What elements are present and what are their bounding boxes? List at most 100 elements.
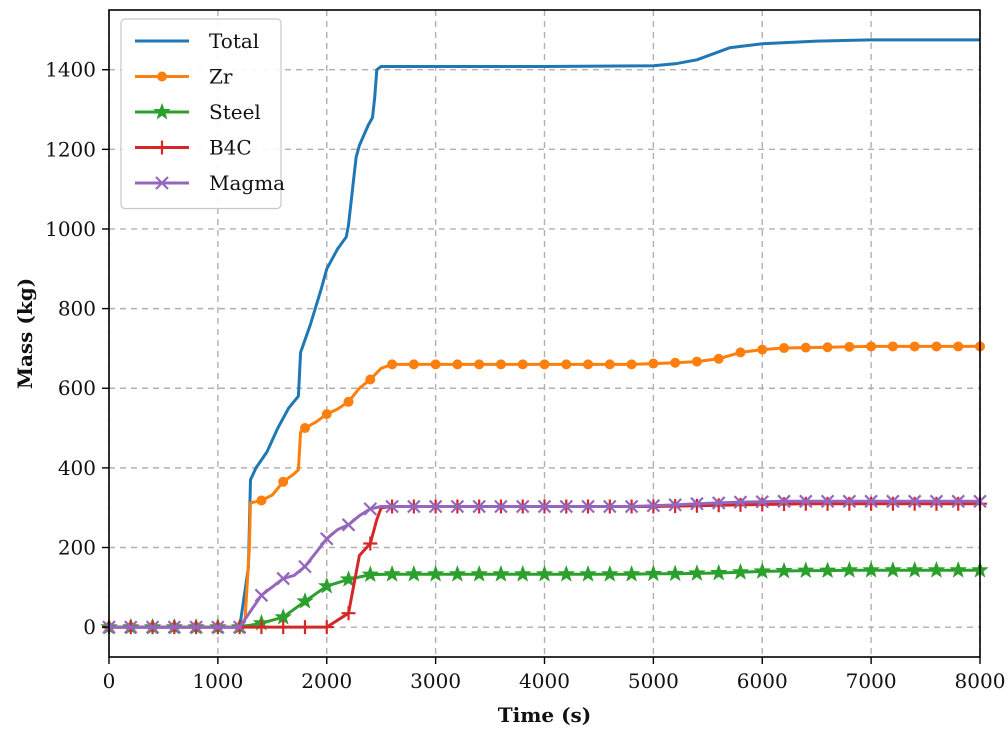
data-point-magma-5400 [690,496,704,511]
legend-marker-b4c [155,140,169,155]
y-tick-label-1400: 1400 [45,58,96,82]
data-point-magma-6800 [842,494,857,509]
legend-box [120,18,282,210]
series-line-zr [109,344,980,629]
data-point-magma-2800 [407,499,421,514]
data-point-magma-5600 [711,496,726,510]
data-point-steel-5000 [644,564,663,582]
data-point-steel-7600 [927,561,946,578]
data-point-steel-3800 [513,565,532,582]
legend-label-zr: Zr [209,65,233,89]
data-point-zr-6600 [822,342,833,353]
data-point-b4c-1600 [276,620,291,635]
y-axis-label: Mass (kg) [13,278,37,389]
data-point-zr-2400 [365,374,376,385]
data-point-steel-5600 [709,563,728,581]
data-point-magma-6000 [755,494,770,509]
x-axis-label: Time (s) [498,703,592,727]
data-point-steel-5400 [688,564,706,581]
data-point-b4c-7000 [864,496,879,511]
data-point-magma-3800 [515,499,530,514]
legend-item-b4c: B4C [135,136,252,160]
data-point-b4c-6600 [820,496,835,511]
data-point-steel-7000 [862,561,880,578]
legend-marker-zr [157,71,167,82]
data-point-zr-7200 [887,341,898,352]
data-point-magma-6600 [820,494,835,509]
data-point-zr-7000 [866,341,877,352]
data-point-magma-2400 [363,502,378,516]
data-point-magma-5000 [646,498,661,513]
data-point-steel-4800 [622,565,641,582]
data-point-zr-2800 [408,359,419,370]
data-point-b4c-5800 [733,497,748,512]
data-point-magma-3200 [450,499,465,514]
data-point-zr-5800 [735,347,746,358]
x-tick-label-7000: 7000 [846,669,897,693]
y-tick-label-0: 0 [83,615,96,639]
data-point-magma-2600 [385,499,399,514]
data-point-zr-7600 [931,341,942,352]
data-point-zr-3200 [452,359,463,370]
data-point-magma-7400 [907,494,922,509]
data-point-zr-6000 [757,344,768,355]
data-point-steel-4200 [557,565,576,582]
data-point-magma-3000 [428,499,443,514]
data-point-steel-2400 [361,565,380,583]
data-point-zr-6400 [800,342,811,353]
data-point-steel-4400 [579,565,597,582]
data-point-b4c-6200 [777,497,792,512]
data-point-zr-2600 [387,359,398,370]
x-tick-label-5000: 5000 [628,669,679,693]
data-point-magma-2000 [319,531,334,546]
data-point-steel-6800 [840,561,859,578]
data-point-zr-3000 [430,359,441,370]
data-point-magma-800 [189,620,203,634]
data-point-b4c-6000 [755,497,770,512]
data-point-zr-3400 [474,359,485,370]
data-point-b4c-1400 [254,620,269,635]
data-point-steel-2800 [405,565,423,582]
legend-marker-steel [153,102,171,120]
data-point-zr-4200 [561,359,572,370]
data-point-magma-4200 [559,499,574,514]
data-point-steel-2000 [317,576,336,594]
legend-label-magma: Magma [209,171,285,195]
data-point-zr-5000 [648,358,659,369]
y-tick-label-800: 800 [58,297,96,321]
data-point-magma-6200 [777,494,791,509]
data-point-steel-7200 [884,561,902,578]
x-tick-label-6000: 6000 [737,669,788,693]
legend-item-magma: Magma [135,171,285,195]
data-point-b4c-7400 [907,496,922,511]
data-point-steel-6200 [775,561,793,579]
x-tick-label-4000: 4000 [519,669,570,693]
data-point-magma-4800 [624,499,639,514]
data-point-steel-5200 [666,564,684,582]
data-point-b4c-6400 [798,496,813,511]
data-point-steel-3600 [492,565,510,582]
y-tick-label-1200: 1200 [45,137,96,161]
data-point-steel-3000 [426,565,445,582]
data-point-magma-3600 [494,499,508,514]
data-point-magma-1200 [232,620,247,634]
data-point-zr-2200 [343,396,354,407]
legend-marker-magma [155,176,169,190]
data-point-steel-4000 [535,565,554,582]
data-point-zr-4600 [604,359,615,370]
y-tick-label-1000: 1000 [45,217,96,241]
data-point-zr-4000 [539,359,550,370]
data-point-magma-7000 [864,494,878,509]
series-line-magma [109,499,980,629]
legend: Total Zr Steel B4C Magma [120,18,285,210]
data-point-b4c-7200 [885,496,900,511]
x-tick-label-2000: 2000 [301,669,352,693]
data-point-zr-1400 [256,495,267,506]
data-point-magma-4400 [581,499,595,514]
x-tick-label-1000: 1000 [192,669,243,693]
data-point-magma-1800 [298,559,312,574]
data-point-magma-7200 [886,494,900,509]
data-point-magma-200 [123,620,138,634]
series-layer [100,38,989,635]
data-point-magma-1600 [276,571,290,586]
